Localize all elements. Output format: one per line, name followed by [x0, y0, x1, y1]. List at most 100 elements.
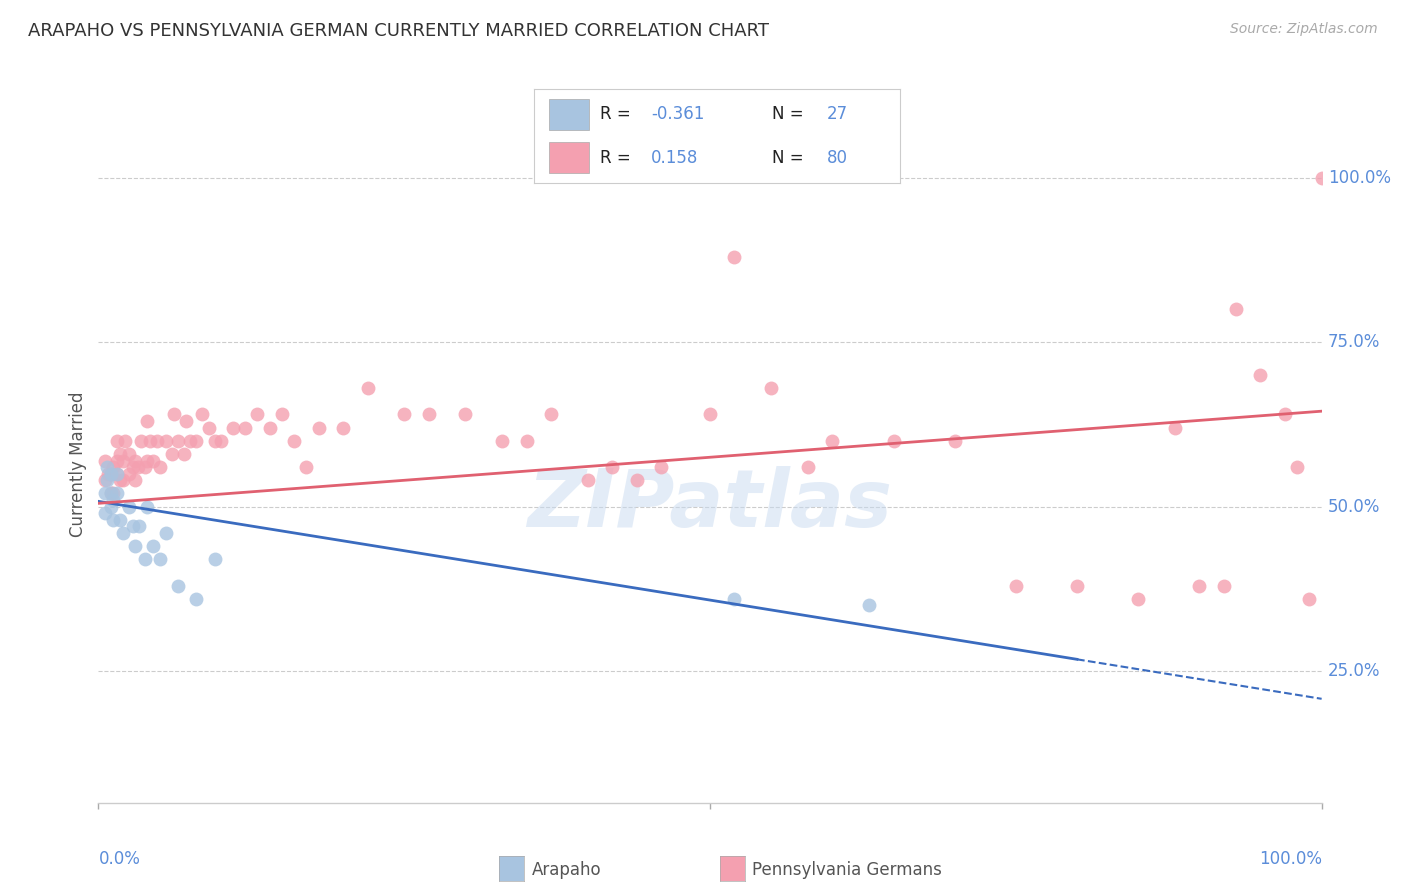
Text: Pennsylvania Germans: Pennsylvania Germans [752, 861, 942, 879]
Point [821, 434, 844, 448]
Text: ARAPAHO VS PENNSYLVANIA GERMAN CURRENTLY MARRIED CORRELATION CHART: ARAPAHO VS PENNSYLVANIA GERMAN CURRENTLY… [28, 22, 769, 40]
Point [136, 453, 159, 467]
Point [134, 460, 156, 475]
Point [259, 420, 281, 434]
Point [179, 434, 201, 448]
Point [121, 519, 143, 533]
Point [491, 434, 513, 448]
Point [167, 579, 190, 593]
Point [101, 460, 124, 475]
Point [283, 434, 305, 448]
Point [270, 408, 294, 422]
Point [101, 486, 124, 500]
Point [858, 599, 880, 613]
Point [118, 500, 141, 514]
Point [1004, 579, 1026, 593]
Point [1128, 591, 1150, 606]
Text: Arapaho: Arapaho [531, 861, 602, 879]
Point [246, 408, 269, 422]
Point [308, 420, 330, 434]
Text: N =: N = [772, 149, 808, 167]
Text: R =: R = [600, 105, 636, 123]
Point [93, 473, 115, 487]
Text: 80: 80 [827, 149, 848, 167]
Point [100, 467, 122, 481]
FancyBboxPatch shape [548, 98, 589, 130]
Point [540, 408, 562, 422]
Point [155, 525, 177, 540]
Point [1225, 302, 1247, 317]
Point [163, 408, 186, 422]
Point [149, 552, 172, 566]
Text: 0.158: 0.158 [651, 149, 699, 167]
Point [100, 500, 122, 514]
Point [101, 493, 124, 508]
Point [418, 408, 440, 422]
Text: Source: ZipAtlas.com: Source: ZipAtlas.com [1230, 22, 1378, 37]
Point [111, 473, 134, 487]
Point [797, 460, 820, 475]
Point [332, 420, 354, 434]
Point [204, 434, 226, 448]
Point [93, 486, 115, 500]
Point [105, 453, 128, 467]
Point [114, 434, 136, 448]
Point [127, 460, 149, 475]
Point [295, 460, 318, 475]
Point [191, 408, 214, 422]
Point [699, 408, 721, 422]
Point [111, 525, 134, 540]
Point [146, 434, 169, 448]
Point [176, 414, 198, 428]
Point [723, 250, 745, 264]
Point [111, 453, 134, 467]
Point [93, 453, 115, 467]
Point [129, 434, 152, 448]
Point [723, 591, 745, 606]
Point [186, 434, 208, 448]
Text: 27: 27 [827, 105, 848, 123]
Point [121, 460, 143, 475]
Text: 25.0%: 25.0% [1327, 662, 1381, 681]
Point [1164, 420, 1187, 434]
Point [124, 453, 146, 467]
Text: R =: R = [600, 149, 636, 167]
Point [186, 591, 208, 606]
Point [197, 420, 219, 434]
Point [105, 434, 128, 448]
Text: 0.0%: 0.0% [98, 850, 141, 868]
Point [943, 434, 966, 448]
Point [136, 414, 159, 428]
Point [761, 381, 783, 395]
Point [96, 473, 118, 487]
Point [93, 506, 115, 520]
Point [149, 460, 172, 475]
Point [515, 434, 537, 448]
Point [160, 447, 183, 461]
Point [134, 552, 156, 566]
Point [1188, 579, 1211, 593]
Point [454, 408, 477, 422]
Point [883, 434, 905, 448]
Point [356, 381, 378, 395]
Text: 100.0%: 100.0% [1327, 169, 1391, 186]
Point [124, 473, 146, 487]
Point [600, 460, 623, 475]
Point [105, 486, 128, 500]
Point [1286, 460, 1309, 475]
Point [142, 453, 165, 467]
Point [576, 473, 599, 487]
Point [1249, 368, 1271, 382]
Point [96, 460, 118, 475]
Point [136, 500, 159, 514]
Point [139, 434, 162, 448]
Y-axis label: Currently Married: Currently Married [69, 391, 87, 537]
Point [233, 420, 256, 434]
Point [142, 539, 165, 553]
Point [105, 467, 128, 481]
Point [1066, 579, 1088, 593]
Point [167, 434, 190, 448]
Point [204, 552, 226, 566]
Point [1310, 170, 1333, 185]
Point [101, 513, 124, 527]
